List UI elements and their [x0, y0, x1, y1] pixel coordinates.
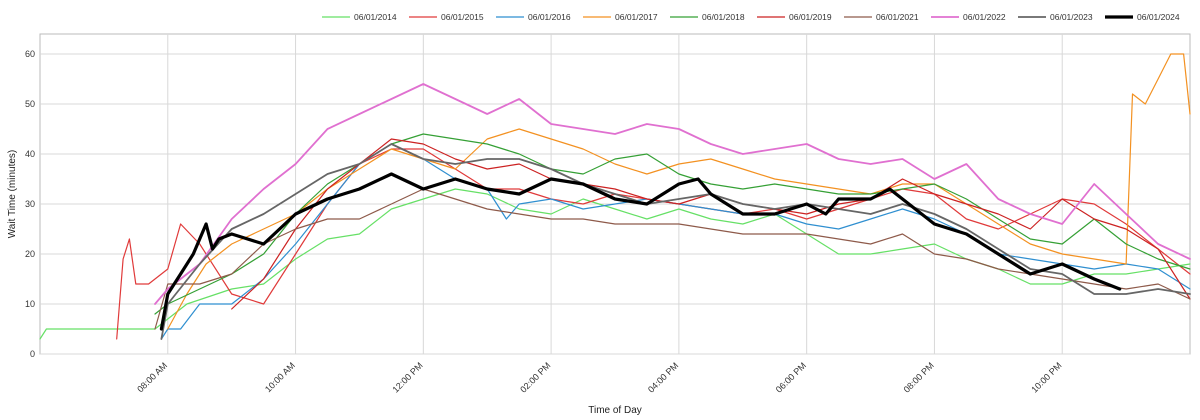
legend-label: 06/01/2015: [441, 12, 484, 22]
x-tick-label: 10:00 PM: [1029, 360, 1063, 394]
legend-label: 06/01/2019: [789, 12, 832, 22]
x-tick-label: 06:00 PM: [774, 360, 808, 394]
y-tick-label: 0: [30, 349, 35, 359]
legend-label: 06/01/2022: [963, 12, 1006, 22]
legend-label: 06/01/2024: [1137, 12, 1180, 22]
legend-label: 06/01/2014: [354, 12, 397, 22]
series-line-0: [39, 188, 1191, 340]
x-tick-label: 02:00 PM: [518, 360, 552, 394]
y-tick-label: 50: [25, 99, 35, 109]
y-tick-label: 20: [25, 249, 35, 259]
x-axis-title: Time of Day: [588, 405, 642, 416]
series-lines: [39, 53, 1191, 340]
series-line-4: [154, 133, 1191, 315]
series-line-1: [116, 148, 1191, 340]
x-tick-label: 08:00 PM: [902, 360, 936, 394]
series-line-6: [154, 188, 1191, 330]
x-tick-label: 08:00 AM: [135, 360, 169, 394]
series-line-9: [159, 172, 1122, 331]
series-line-8: [160, 143, 1191, 340]
chart-legend: 06/01/2014 06/01/2015 06/01/2016 06/01/2017…: [322, 12, 1180, 22]
y-tick-label: 10: [25, 299, 35, 309]
series-line-3: [167, 53, 1191, 330]
legend-label: 06/01/2018: [702, 12, 745, 22]
y-tick-label: 60: [25, 49, 35, 59]
legend-label: 06/01/2023: [1050, 12, 1093, 22]
y-tick-label: 40: [25, 149, 35, 159]
legend-label: 06/01/2016: [528, 12, 571, 22]
series-line-7: [154, 83, 1191, 305]
y-axis-ticks: 0 10 20 30 40 50 60: [25, 49, 35, 359]
x-tick-label: 12:00 PM: [390, 360, 424, 394]
x-tick-label: 04:00 PM: [646, 360, 680, 394]
legend-label: 06/01/2021: [876, 12, 919, 22]
y-tick-label: 30: [25, 199, 35, 209]
x-tick-label: 10:00 AM: [263, 360, 297, 394]
y-axis-title: Wait Time (minutes): [7, 150, 18, 239]
x-axis-ticks: 08:00 AM 10:00 AM 12:00 PM 02:00 PM 04:00 PM…: [135, 360, 1063, 394]
series-line-2: [160, 143, 1191, 340]
legend-label: 06/01/2017: [615, 12, 658, 22]
